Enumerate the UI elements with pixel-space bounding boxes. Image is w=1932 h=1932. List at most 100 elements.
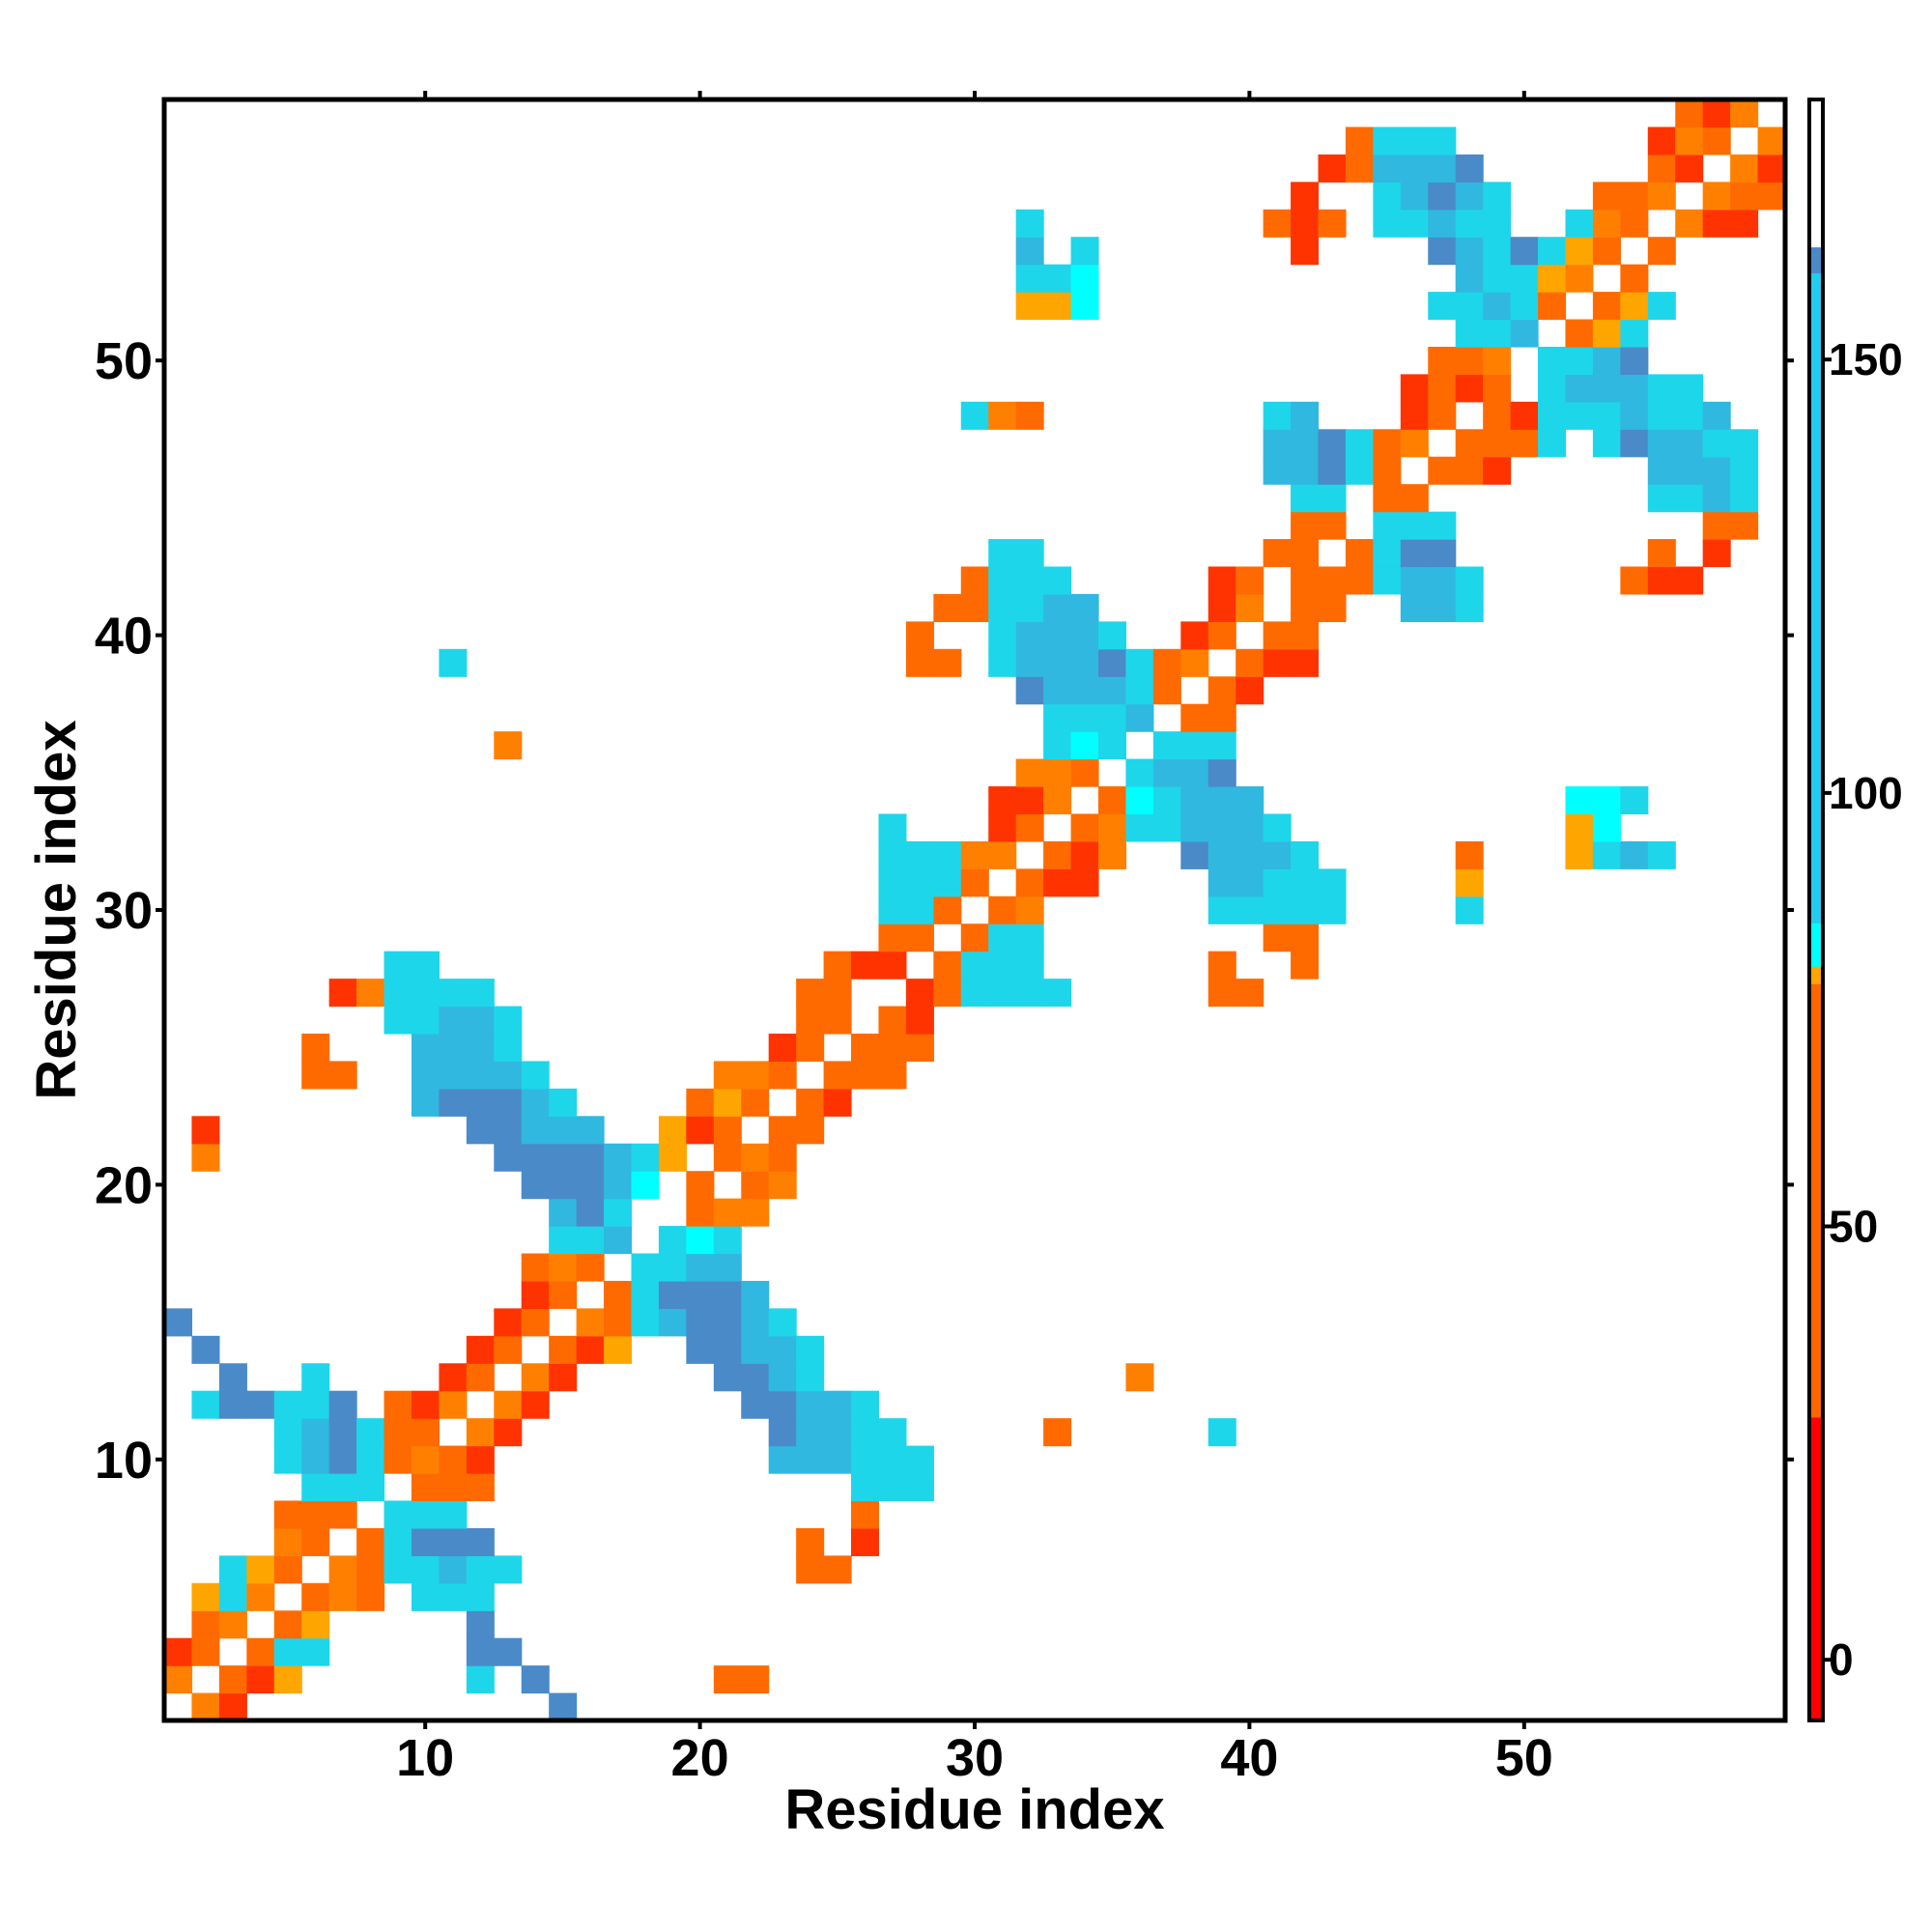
heatmap-cell <box>960 566 989 595</box>
heatmap-cell <box>576 1143 605 1172</box>
heatmap-cell <box>1070 840 1099 869</box>
heatmap-cell <box>1510 319 1539 348</box>
heatmap-cell <box>1620 209 1649 238</box>
x-tick-label: 50 <box>1495 1729 1553 1787</box>
heatmap-cell <box>1291 401 1320 430</box>
heatmap-cell <box>1455 154 1484 183</box>
heatmap-cell <box>1180 758 1209 787</box>
heatmap-cell <box>988 786 1017 815</box>
heatmap-cell <box>1565 209 1594 238</box>
colorbar-tick-label: 150 <box>1829 334 1903 384</box>
heatmap-cell <box>851 951 880 980</box>
heatmap-cell <box>905 979 934 1008</box>
heatmap-cell <box>411 1006 440 1035</box>
heatmap-cell <box>1263 813 1292 842</box>
heatmap-cell <box>1125 648 1154 677</box>
heatmap-cell <box>713 1280 742 1309</box>
heatmap-cell <box>741 1308 770 1337</box>
heatmap-cell <box>1097 813 1127 842</box>
heatmap-cell <box>328 1418 357 1447</box>
heatmap-cell <box>273 1500 302 1529</box>
heatmap-cell <box>741 1143 770 1172</box>
heatmap-cell <box>439 1033 468 1063</box>
heatmap-cell <box>521 1253 550 1282</box>
heatmap-cell <box>521 1143 550 1172</box>
heatmap-cell <box>1015 209 1044 238</box>
heatmap-cell <box>1455 374 1484 403</box>
heatmap-cell <box>218 1692 247 1721</box>
colorbar-band <box>1809 1416 1823 1721</box>
heatmap-cell <box>1455 868 1484 897</box>
heatmap-cell <box>1152 813 1181 842</box>
heatmap-cell <box>1291 237 1320 266</box>
heatmap-cell <box>604 1335 633 1364</box>
heatmap-cell <box>1428 127 1457 156</box>
heatmap-cell <box>713 1665 742 1694</box>
heatmap-cell <box>1565 374 1594 403</box>
heatmap-cell <box>713 1226 742 1255</box>
heatmap-cell <box>1070 264 1099 293</box>
heatmap-cell <box>466 1088 495 1117</box>
heatmap-cell <box>1180 703 1209 732</box>
heatmap-cell <box>768 1143 797 1172</box>
heatmap-cell <box>960 979 989 1008</box>
heatmap-cell <box>604 1143 633 1172</box>
heatmap-cell <box>796 1527 825 1556</box>
heatmap-cell <box>1647 429 1676 458</box>
heatmap-cell <box>411 1033 440 1063</box>
heatmap-cell <box>1373 539 1402 568</box>
heatmap-cell <box>1318 895 1347 924</box>
heatmap-cell <box>1318 429 1347 458</box>
heatmap-cell <box>1373 209 1402 238</box>
heatmap-cell <box>1647 484 1676 513</box>
heatmap-cell <box>494 1555 523 1584</box>
heatmap-cell <box>439 979 468 1008</box>
heatmap-cell <box>1620 346 1649 376</box>
heatmap-cell <box>301 1363 330 1392</box>
heatmap-cell <box>1483 456 1512 485</box>
heatmap-cell <box>1428 237 1457 266</box>
heatmap-cell <box>1675 209 1704 238</box>
heatmap-cell <box>796 1390 825 1419</box>
heatmap-cell <box>1291 209 1320 238</box>
heatmap-cell <box>1097 731 1127 760</box>
heatmap-cell <box>1675 99 1704 128</box>
heatmap-cell <box>1263 923 1292 952</box>
heatmap-cell <box>1236 648 1264 677</box>
heatmap-cell <box>1675 374 1704 403</box>
heatmap-cell <box>1620 319 1649 348</box>
heatmap-cell <box>1043 676 1072 705</box>
heatmap-cell <box>1015 676 1044 705</box>
y-axis-title: Residue index <box>25 720 88 1099</box>
heatmap-cell <box>741 1363 770 1392</box>
heatmap-cell <box>356 1555 385 1584</box>
heatmap-cell <box>1070 292 1099 321</box>
heatmap-cell <box>796 1335 825 1364</box>
heatmap-cell <box>1043 1418 1072 1447</box>
heatmap-cell <box>1620 182 1649 211</box>
heatmap-cell <box>218 1665 247 1694</box>
heatmap-cell <box>1263 648 1292 677</box>
heatmap-cell <box>1565 237 1594 266</box>
heatmap-cell <box>1318 209 1347 238</box>
heatmap-cell <box>191 1610 220 1639</box>
heatmap-cell <box>1538 429 1567 458</box>
heatmap-cell <box>1125 813 1154 842</box>
heatmap-cell <box>1291 840 1320 869</box>
heatmap-cell <box>1620 292 1649 321</box>
heatmap-cell <box>1455 429 1484 458</box>
heatmap-cell <box>1097 840 1127 869</box>
heatmap-cell <box>1043 264 1072 293</box>
heatmap-cell <box>1015 237 1044 266</box>
heatmap-cell <box>905 923 934 952</box>
heatmap-cell <box>1291 951 1320 980</box>
heatmap-cell <box>384 1445 412 1474</box>
heatmap-cell <box>549 1280 578 1309</box>
heatmap-cell <box>823 1418 852 1447</box>
heatmap-cell <box>878 951 907 980</box>
heatmap-cell <box>823 1445 852 1474</box>
heatmap-cell <box>1400 539 1429 568</box>
heatmap-cell <box>1208 758 1236 787</box>
heatmap-cell <box>823 1061 852 1090</box>
